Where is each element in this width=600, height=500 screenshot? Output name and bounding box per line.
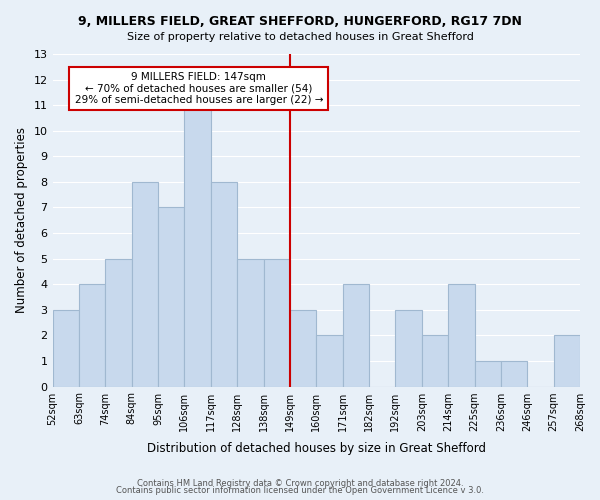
Bar xyxy=(501,361,527,386)
Text: Size of property relative to detached houses in Great Shefford: Size of property relative to detached ho… xyxy=(127,32,473,42)
Text: Contains HM Land Registry data © Crown copyright and database right 2024.: Contains HM Land Registry data © Crown c… xyxy=(137,478,463,488)
Bar xyxy=(131,182,158,386)
Bar xyxy=(290,310,316,386)
Bar xyxy=(79,284,105,386)
Bar xyxy=(316,336,343,386)
Bar xyxy=(475,361,501,386)
Bar xyxy=(554,336,580,386)
Bar xyxy=(263,258,290,386)
Y-axis label: Number of detached properties: Number of detached properties xyxy=(15,128,28,314)
Bar xyxy=(211,182,237,386)
Text: Contains public sector information licensed under the Open Government Licence v : Contains public sector information licen… xyxy=(116,486,484,495)
Bar xyxy=(105,258,131,386)
Bar xyxy=(158,208,184,386)
Bar xyxy=(237,258,263,386)
Bar xyxy=(343,284,369,386)
Bar xyxy=(422,336,448,386)
Bar xyxy=(448,284,475,386)
Text: 9 MILLERS FIELD: 147sqm
← 70% of detached houses are smaller (54)
29% of semi-de: 9 MILLERS FIELD: 147sqm ← 70% of detache… xyxy=(74,72,323,105)
Text: 9, MILLERS FIELD, GREAT SHEFFORD, HUNGERFORD, RG17 7DN: 9, MILLERS FIELD, GREAT SHEFFORD, HUNGER… xyxy=(78,15,522,28)
Bar xyxy=(184,105,211,386)
Bar xyxy=(53,310,79,386)
Bar xyxy=(395,310,422,386)
X-axis label: Distribution of detached houses by size in Great Shefford: Distribution of detached houses by size … xyxy=(147,442,486,455)
